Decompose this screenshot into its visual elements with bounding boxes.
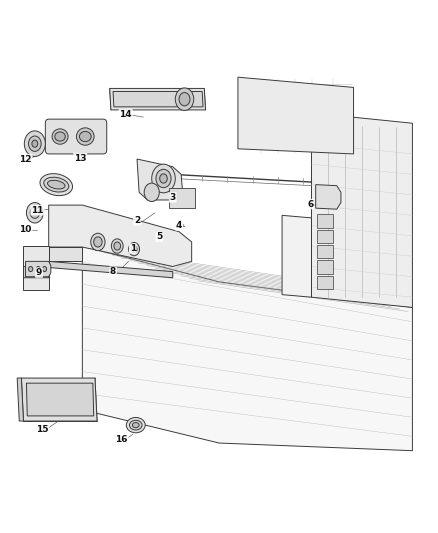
Circle shape xyxy=(36,266,40,272)
Polygon shape xyxy=(49,205,192,266)
Polygon shape xyxy=(282,215,311,297)
Text: 4: 4 xyxy=(176,221,182,230)
Circle shape xyxy=(91,233,105,251)
FancyBboxPatch shape xyxy=(317,245,333,259)
Text: 13: 13 xyxy=(74,154,86,163)
Text: 2: 2 xyxy=(134,216,140,225)
Polygon shape xyxy=(17,378,24,421)
Ellipse shape xyxy=(130,420,142,430)
Polygon shape xyxy=(24,246,49,289)
FancyBboxPatch shape xyxy=(317,276,333,289)
FancyBboxPatch shape xyxy=(317,260,333,273)
Polygon shape xyxy=(137,159,183,200)
Ellipse shape xyxy=(126,417,145,433)
Polygon shape xyxy=(82,246,413,451)
Circle shape xyxy=(160,174,167,183)
Circle shape xyxy=(42,266,46,272)
Circle shape xyxy=(179,93,190,106)
Circle shape xyxy=(144,183,159,201)
Polygon shape xyxy=(113,92,203,107)
Text: 15: 15 xyxy=(36,425,49,434)
Circle shape xyxy=(32,140,38,147)
Ellipse shape xyxy=(52,129,68,144)
Circle shape xyxy=(30,207,39,219)
Polygon shape xyxy=(238,77,353,154)
FancyBboxPatch shape xyxy=(317,230,333,243)
Text: 16: 16 xyxy=(115,435,128,444)
Polygon shape xyxy=(316,184,341,209)
Circle shape xyxy=(28,266,33,272)
Ellipse shape xyxy=(40,174,73,196)
Circle shape xyxy=(129,243,140,256)
Polygon shape xyxy=(21,378,97,421)
Text: 10: 10 xyxy=(19,225,32,234)
Circle shape xyxy=(26,203,43,223)
Text: 12: 12 xyxy=(19,155,32,164)
Polygon shape xyxy=(49,261,173,278)
Circle shape xyxy=(111,239,123,253)
Text: 5: 5 xyxy=(156,232,162,241)
Text: 14: 14 xyxy=(119,109,132,118)
FancyBboxPatch shape xyxy=(46,119,107,154)
Circle shape xyxy=(156,169,171,188)
Circle shape xyxy=(175,88,194,110)
Circle shape xyxy=(114,242,120,250)
Polygon shape xyxy=(25,261,51,277)
Circle shape xyxy=(25,131,46,157)
Ellipse shape xyxy=(47,180,65,189)
FancyBboxPatch shape xyxy=(317,214,333,228)
Circle shape xyxy=(152,164,175,193)
Text: 3: 3 xyxy=(170,193,176,202)
Text: 1: 1 xyxy=(130,244,136,253)
Ellipse shape xyxy=(79,132,91,142)
Ellipse shape xyxy=(132,423,139,427)
Circle shape xyxy=(28,136,41,151)
Polygon shape xyxy=(26,383,94,416)
FancyBboxPatch shape xyxy=(170,188,195,208)
Ellipse shape xyxy=(44,177,69,192)
Polygon shape xyxy=(49,247,82,261)
Circle shape xyxy=(94,237,102,247)
Polygon shape xyxy=(110,88,205,110)
Text: 6: 6 xyxy=(307,199,314,208)
Text: 9: 9 xyxy=(36,268,42,277)
Text: 8: 8 xyxy=(110,267,116,276)
Ellipse shape xyxy=(55,132,65,141)
Text: 11: 11 xyxy=(31,206,44,215)
Polygon shape xyxy=(24,266,49,278)
Circle shape xyxy=(131,246,137,253)
Ellipse shape xyxy=(77,128,94,145)
Polygon shape xyxy=(311,113,413,308)
